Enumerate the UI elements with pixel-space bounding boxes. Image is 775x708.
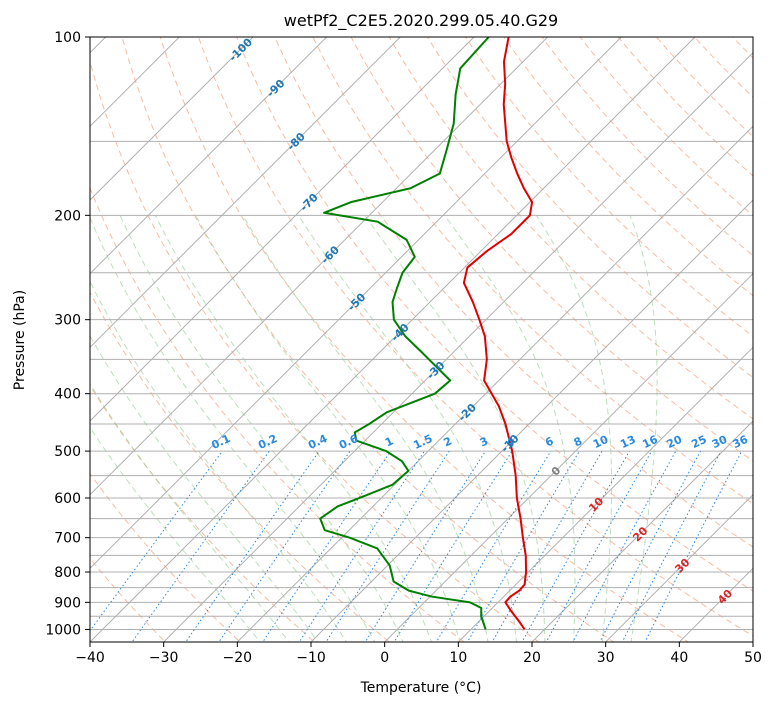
plot-area bbox=[90, 37, 753, 642]
dry-adiabat-line bbox=[159, 37, 690, 642]
dry-adiabat-line bbox=[121, 37, 615, 642]
x-tick-label: 0 bbox=[380, 650, 389, 666]
isotherm-line bbox=[90, 37, 254, 201]
x-tick-label: −30 bbox=[149, 650, 179, 666]
mixing-ratio-line bbox=[466, 450, 580, 642]
y-axis-label: Pressure (hPa) bbox=[12, 290, 28, 390]
isotherm-line bbox=[90, 37, 328, 275]
axes: −40 −30 −20 −10 0 10 20 30 40 50 100 200 300 400 500 60… bbox=[45, 30, 762, 666]
mixing-ratio-label: 13 bbox=[618, 433, 637, 451]
temperature-profile-line bbox=[462, 37, 534, 631]
isotherm-line bbox=[90, 37, 696, 642]
mixing-ratio-line bbox=[185, 450, 320, 642]
isotherm-line bbox=[90, 37, 475, 422]
isotherm-line bbox=[90, 37, 623, 570]
dry-adiabat-line bbox=[90, 59, 540, 642]
mixing-ratio-line bbox=[298, 450, 425, 642]
isotherm-line bbox=[383, 272, 753, 642]
isotherm-line bbox=[531, 420, 753, 642]
plot-frame bbox=[89, 36, 754, 643]
dry-adiabat-line bbox=[90, 384, 316, 642]
dry-adiabat-line bbox=[197, 37, 753, 637]
x-tick-label: −40 bbox=[75, 650, 105, 666]
isotherm-line bbox=[457, 346, 753, 642]
mixing-ratio-label: 20 bbox=[665, 433, 685, 451]
mixing-ratio-line bbox=[218, 450, 351, 642]
isotherm-line bbox=[310, 199, 753, 642]
dry-adiabat-line bbox=[426, 37, 753, 378]
y-tick-label: 900 bbox=[54, 595, 81, 611]
y-tick-label: 200 bbox=[54, 208, 81, 224]
isotherm-line bbox=[604, 493, 753, 642]
chart-title: wetPf2_C2E5.2020.299.05.40.G29 bbox=[284, 11, 558, 31]
isotherm-line bbox=[162, 51, 753, 642]
dry-adiabat-line bbox=[90, 186, 465, 642]
mixing-ratio-line bbox=[435, 450, 552, 642]
y-tick-label: 300 bbox=[54, 313, 81, 329]
x-tick-label: −20 bbox=[223, 650, 253, 666]
mixing-ratio-label: 30 bbox=[710, 433, 730, 451]
dry-adiabat-line bbox=[617, 37, 753, 177]
mixing-ratio-label: 16 bbox=[640, 433, 660, 451]
y-tick-label: 500 bbox=[54, 444, 81, 460]
dry-adiabat-line bbox=[312, 37, 753, 505]
y-tick-label: 800 bbox=[54, 565, 81, 581]
x-axis-label: Temperature (°C) bbox=[360, 680, 482, 696]
mixing-ratio-line bbox=[491, 450, 603, 642]
x-tick-label: −10 bbox=[296, 650, 326, 666]
dry-adiabat-line bbox=[541, 37, 753, 257]
x-tick-label: 20 bbox=[523, 650, 541, 666]
dry-adiabat-line bbox=[388, 37, 753, 420]
profile-lines bbox=[319, 37, 534, 631]
dry-adiabat-line bbox=[350, 37, 753, 462]
x-tick-label: 50 bbox=[744, 650, 762, 666]
x-tick-label: 40 bbox=[670, 650, 688, 666]
isotherm-line bbox=[90, 37, 549, 496]
mixing-ratio-line bbox=[644, 450, 743, 642]
x-tick-label: 30 bbox=[597, 650, 615, 666]
mixing-ratio-label: 10 bbox=[591, 433, 611, 451]
mixing-ratio-line bbox=[325, 450, 450, 642]
mixing-ratio-label: 36 bbox=[731, 433, 751, 451]
dry-adiabat-line bbox=[236, 37, 753, 592]
mixing-ratio-line bbox=[262, 450, 392, 642]
y-tick-label: 1000 bbox=[45, 622, 81, 638]
mixing-ratio-label: 25 bbox=[689, 433, 708, 451]
mixing-ratio-line bbox=[131, 450, 270, 642]
dewpoint-profile-line bbox=[319, 37, 490, 630]
y-tick-label: 100 bbox=[54, 30, 81, 46]
dry-adiabat-line bbox=[579, 37, 753, 217]
mixing-ratio-line bbox=[545, 450, 653, 642]
background-lines bbox=[90, 37, 753, 642]
x-tick-label: 10 bbox=[449, 650, 467, 666]
y-tick-label: 600 bbox=[54, 491, 81, 507]
dry-adiabat-line bbox=[503, 37, 753, 297]
isotherm-line bbox=[90, 37, 402, 349]
y-tick-label: 700 bbox=[54, 531, 81, 547]
y-tick-label: 400 bbox=[54, 387, 81, 403]
isotherm-line bbox=[236, 125, 753, 642]
